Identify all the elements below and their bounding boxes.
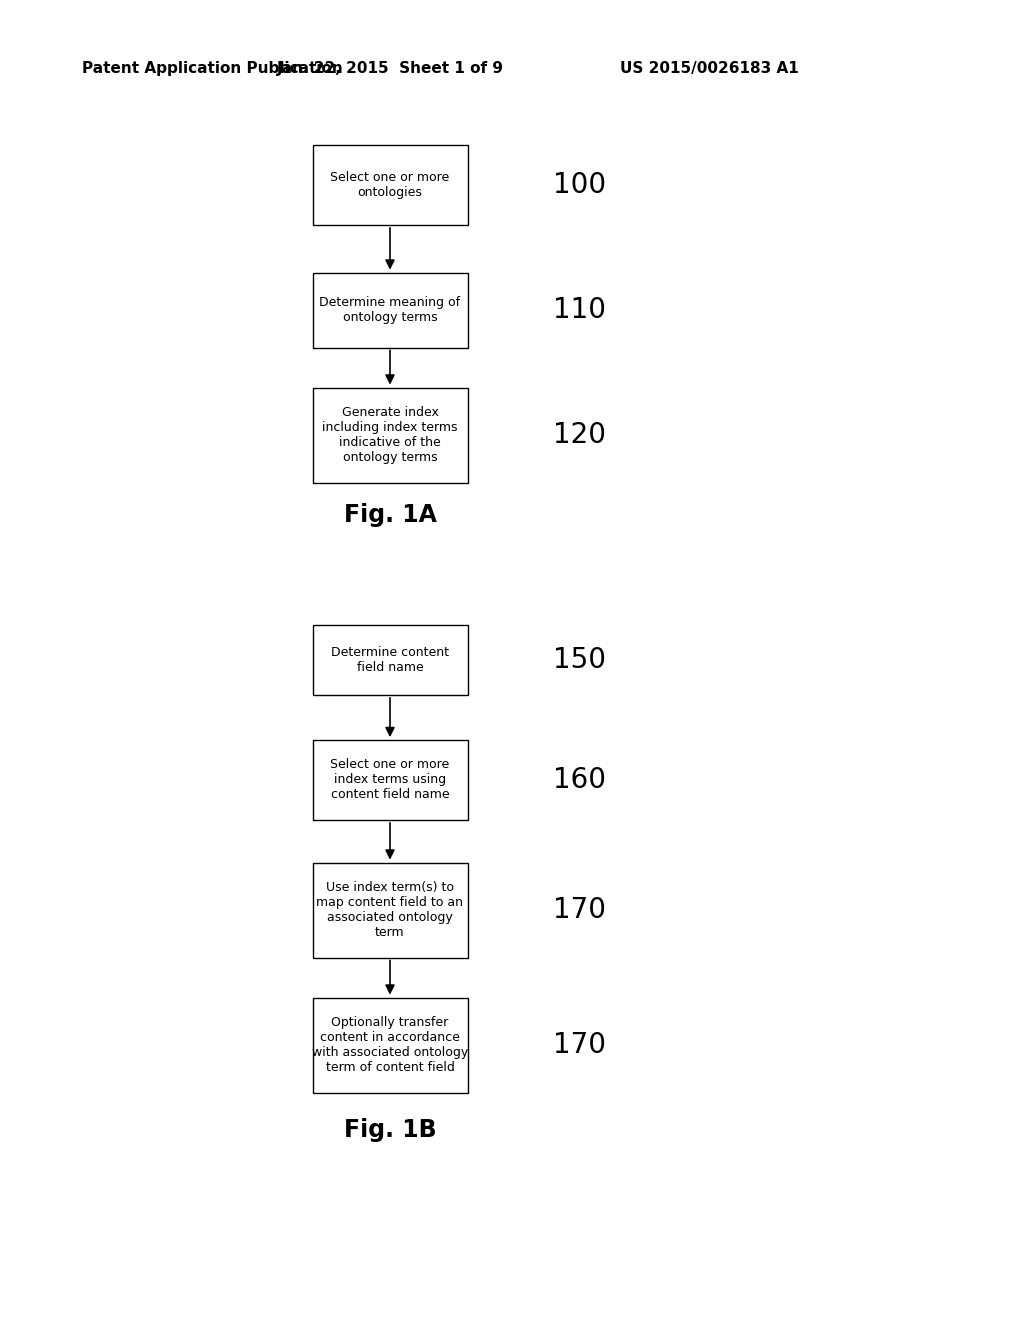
Bar: [312, 862, 468, 957]
Bar: [312, 741, 468, 820]
Text: 160: 160: [553, 766, 605, 795]
Text: Determine meaning of
ontology terms: Determine meaning of ontology terms: [319, 296, 461, 323]
Text: 170: 170: [553, 896, 605, 924]
Text: 100: 100: [553, 172, 605, 199]
Text: Fig. 1B: Fig. 1B: [344, 1118, 436, 1142]
Text: Select one or more
ontologies: Select one or more ontologies: [331, 172, 450, 199]
Text: 150: 150: [553, 645, 605, 675]
Text: Fig. 1A: Fig. 1A: [344, 503, 436, 527]
Bar: [312, 998, 468, 1093]
Text: Use index term(s) to
map content field to an
associated ontology
term: Use index term(s) to map content field t…: [316, 880, 464, 939]
Text: Determine content
field name: Determine content field name: [331, 645, 449, 675]
Bar: [312, 388, 468, 483]
Text: US 2015/0026183 A1: US 2015/0026183 A1: [620, 61, 799, 75]
Bar: [312, 145, 468, 224]
Text: 170: 170: [553, 1031, 605, 1059]
Text: Patent Application Publication: Patent Application Publication: [82, 61, 343, 75]
Bar: [312, 624, 468, 696]
Text: Select one or more
index terms using
content field name: Select one or more index terms using con…: [331, 759, 450, 801]
Text: 110: 110: [553, 296, 605, 323]
Text: Jan. 22, 2015  Sheet 1 of 9: Jan. 22, 2015 Sheet 1 of 9: [276, 61, 504, 75]
Text: Generate index
including index terms
indicative of the
ontology terms: Generate index including index terms ind…: [323, 407, 458, 465]
Text: 120: 120: [553, 421, 605, 449]
Bar: [312, 272, 468, 347]
Text: Optionally transfer
content in accordance
with associated ontology
term of conte: Optionally transfer content in accordanc…: [312, 1016, 468, 1074]
